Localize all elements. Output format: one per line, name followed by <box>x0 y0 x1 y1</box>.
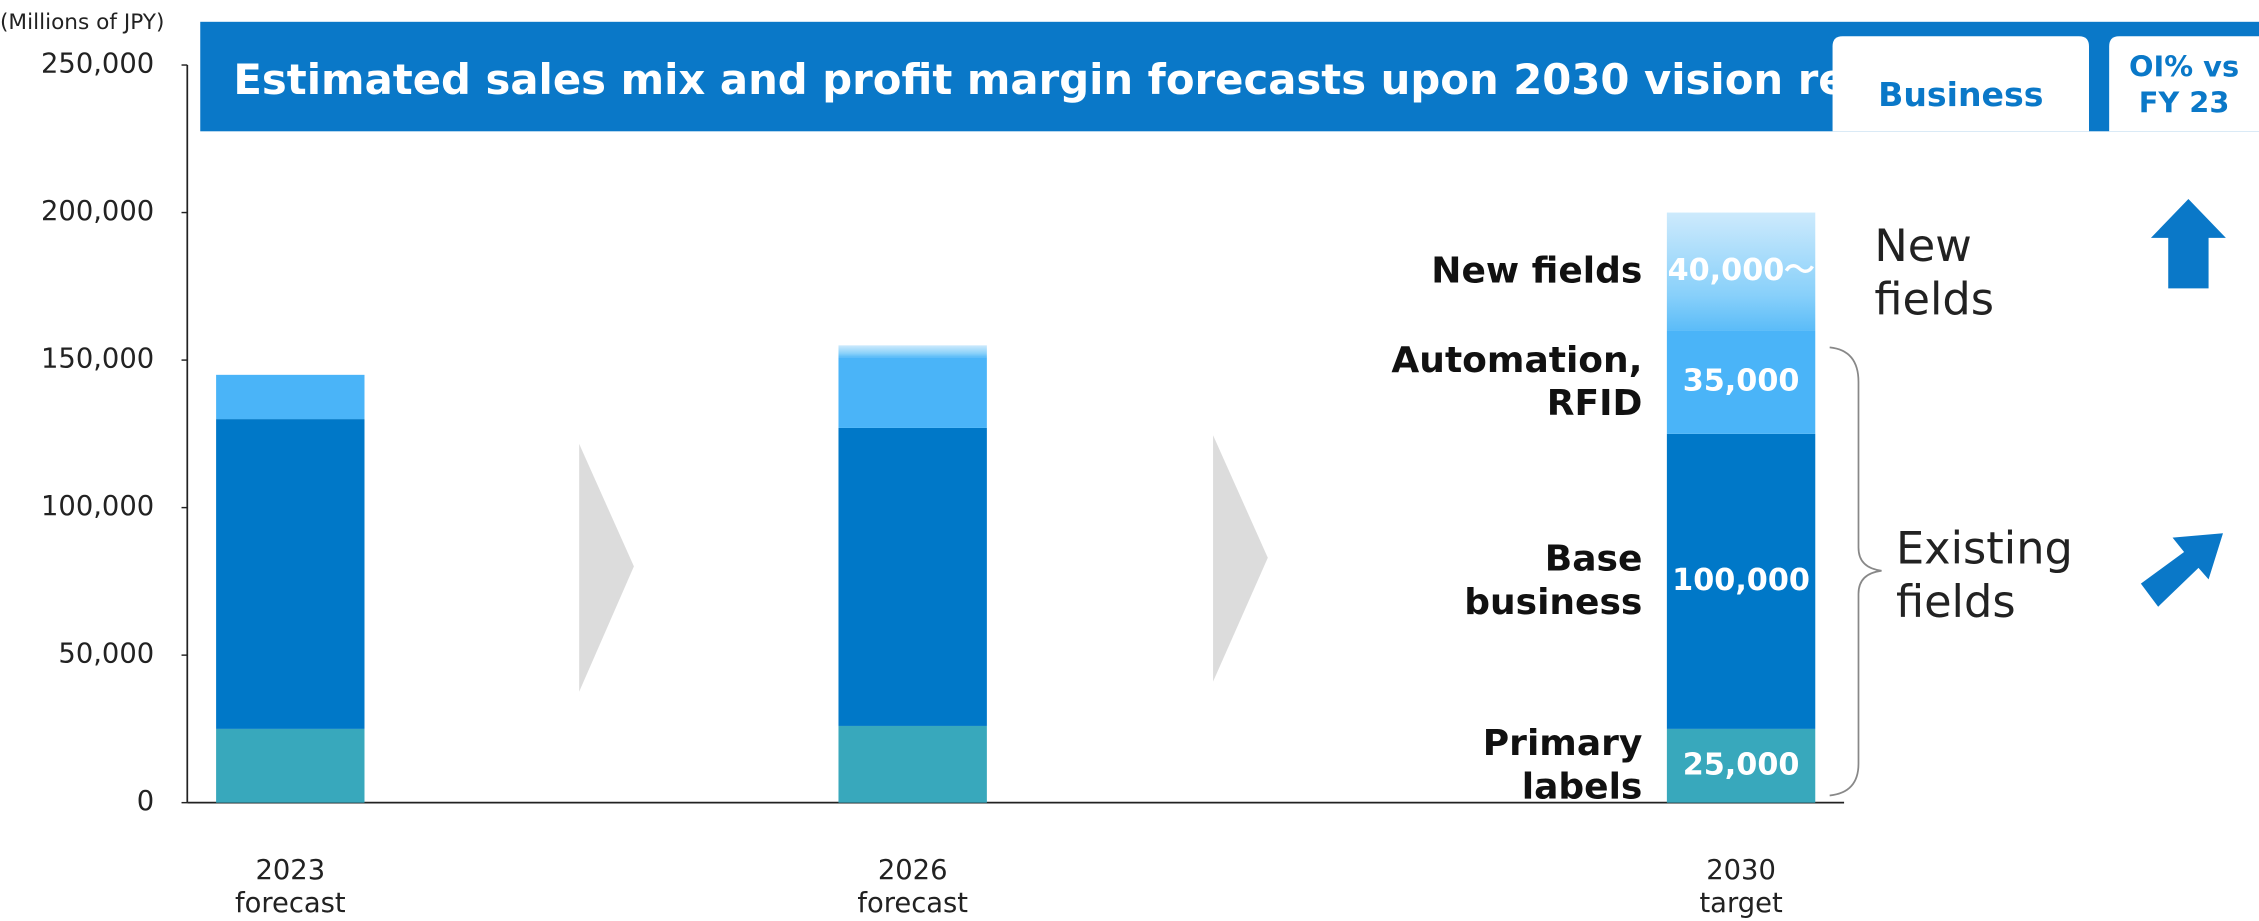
x-tick-label: 2026 forecast <box>857 854 969 920</box>
y-tick-label: 0 <box>137 786 154 817</box>
bar-segment <box>216 374 365 420</box>
legend-label: Primary labels <box>1482 722 1643 808</box>
y-tick-label: 200,000 <box>41 196 154 227</box>
bar-segment <box>838 427 987 726</box>
unit-label: (Millions of JPY) <box>0 10 164 35</box>
data-label: 25,000 <box>1683 747 1800 782</box>
x-tick-label: 2023 forecast <box>234 854 346 920</box>
bar-segment <box>838 357 987 428</box>
y-tick-label: 50,000 <box>58 639 154 670</box>
y-tick-label: 150,000 <box>41 344 154 375</box>
data-label: 100,000 <box>1672 563 1810 598</box>
tab-label-box: OI% vs FY 23 <box>2129 49 2240 120</box>
legend-label: Automation, RFID <box>1391 338 1643 424</box>
up-arrow <box>2150 199 2226 289</box>
tab[interactable] <box>2109 36 2259 132</box>
chevron <box>579 443 634 692</box>
bar-segment <box>1666 330 1816 434</box>
legend-label-box: Automation, RFID <box>1391 338 1643 424</box>
tab-label[interactable]: OI% vs FY 23 <box>2129 49 2240 120</box>
tab[interactable] <box>1832 36 2089 132</box>
data-label: 35,000 <box>1683 364 1800 399</box>
legend-label-box: Base business <box>1464 538 1643 624</box>
bar-segment <box>1666 728 1816 803</box>
x-tick-label-box: 2023 forecast <box>234 854 346 920</box>
y-tick-label: 100,000 <box>41 491 154 522</box>
tab-label[interactable]: Business <box>1878 75 2043 114</box>
annotation: New fields <box>1874 220 1994 326</box>
bar-segment <box>838 345 987 358</box>
bar-segment <box>216 728 365 803</box>
annotation-box: New fields <box>1874 220 1994 326</box>
x-tick-label-box: 2026 forecast <box>857 854 969 920</box>
bar-segment <box>1666 212 1816 331</box>
y-tick-label: 250,000 <box>41 49 154 80</box>
brace <box>1829 346 1882 797</box>
annotation: Existing fields <box>1895 522 2073 629</box>
bar-segment <box>838 725 987 803</box>
bar-segment <box>216 419 365 729</box>
legend-label-box: New fields <box>1431 249 1643 292</box>
data-label: 40,000〜 <box>1668 253 1815 288</box>
bar-segment <box>1666 433 1816 729</box>
x-tick-label-box: 2030 target <box>1699 854 1783 920</box>
chevron <box>1213 435 1268 682</box>
legend-label: Base business <box>1464 538 1643 624</box>
diagonal-arrow <box>2140 533 2223 607</box>
x-tick-label: 2030 target <box>1699 854 1783 920</box>
legend-label: New fields <box>1431 249 1643 292</box>
chart-title: Estimated sales mix and profit margin fo… <box>233 55 2048 104</box>
annotation-box: Existing fields <box>1895 522 2073 629</box>
legend-label-box: Primary labels <box>1482 722 1643 808</box>
